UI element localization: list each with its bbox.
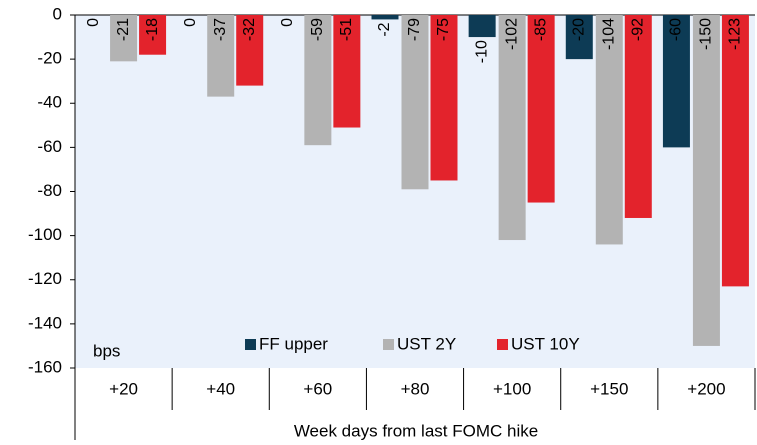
- bar: [110, 15, 138, 62]
- data-label: -37: [212, 18, 229, 41]
- x-axis-label: Week days from last FOMC hike: [294, 421, 538, 440]
- y-tick-label: -140: [28, 313, 62, 332]
- legend-swatch: [497, 339, 508, 350]
- data-label: -51: [338, 18, 355, 41]
- bar: [468, 15, 496, 38]
- legend-swatch: [245, 339, 256, 350]
- data-label: -102: [503, 18, 520, 50]
- data-label: -59: [309, 18, 326, 41]
- y-tick-label: -80: [37, 181, 62, 200]
- bar: [333, 15, 361, 128]
- y-unit: bps: [93, 341, 120, 360]
- bar: [139, 15, 167, 55]
- bar: [624, 15, 652, 218]
- x-tick-label: +80: [401, 379, 430, 398]
- bar: [236, 15, 264, 86]
- bar: [527, 15, 555, 203]
- bar: [595, 15, 623, 245]
- y-tick-label: -20: [37, 49, 62, 68]
- legend-swatch: [383, 339, 394, 350]
- y-tick-label: -160: [28, 357, 62, 376]
- bar: [304, 15, 332, 146]
- y-tick-label: -100: [28, 225, 62, 244]
- data-label: -21: [115, 18, 132, 41]
- data-label: -60: [668, 18, 685, 41]
- data-label: -79: [406, 18, 423, 41]
- data-label: -20: [571, 18, 588, 41]
- data-label: -2: [376, 22, 393, 36]
- bar: [498, 15, 526, 241]
- x-tick-label: +150: [590, 379, 628, 398]
- y-tick-label: -40: [37, 93, 62, 112]
- data-label: -32: [241, 18, 258, 41]
- y-tick-label: -60: [37, 137, 62, 156]
- data-label: -18: [144, 18, 161, 41]
- x-tick-label: +200: [687, 379, 725, 398]
- y-tick-label: 0: [53, 4, 62, 23]
- y-tick-label: -120: [28, 269, 62, 288]
- data-label: -85: [532, 18, 549, 41]
- bar: [207, 15, 235, 97]
- data-label: 0: [85, 18, 102, 27]
- data-label: -123: [727, 18, 744, 50]
- data-label: -75: [435, 18, 452, 41]
- x-tick-label: +60: [303, 379, 332, 398]
- bar: [371, 15, 399, 20]
- legend-label: UST 10Y: [511, 334, 580, 353]
- data-label: -104: [601, 18, 618, 50]
- bar: [662, 15, 690, 148]
- data-label: -150: [698, 18, 715, 50]
- bar: [430, 15, 458, 181]
- x-tick-label: +100: [493, 379, 531, 398]
- bar: [692, 15, 720, 346]
- data-label: -92: [630, 18, 647, 41]
- data-label: 0: [182, 18, 199, 27]
- x-tick-label: +40: [206, 379, 235, 398]
- data-label: -10: [473, 40, 490, 63]
- bar: [401, 15, 429, 190]
- bar: [721, 15, 749, 287]
- data-label: 0: [279, 18, 296, 27]
- x-tick-label: +20: [109, 379, 138, 398]
- legend-label: UST 2Y: [397, 334, 456, 353]
- legend-label: FF upper: [259, 334, 328, 353]
- bar: [565, 15, 593, 60]
